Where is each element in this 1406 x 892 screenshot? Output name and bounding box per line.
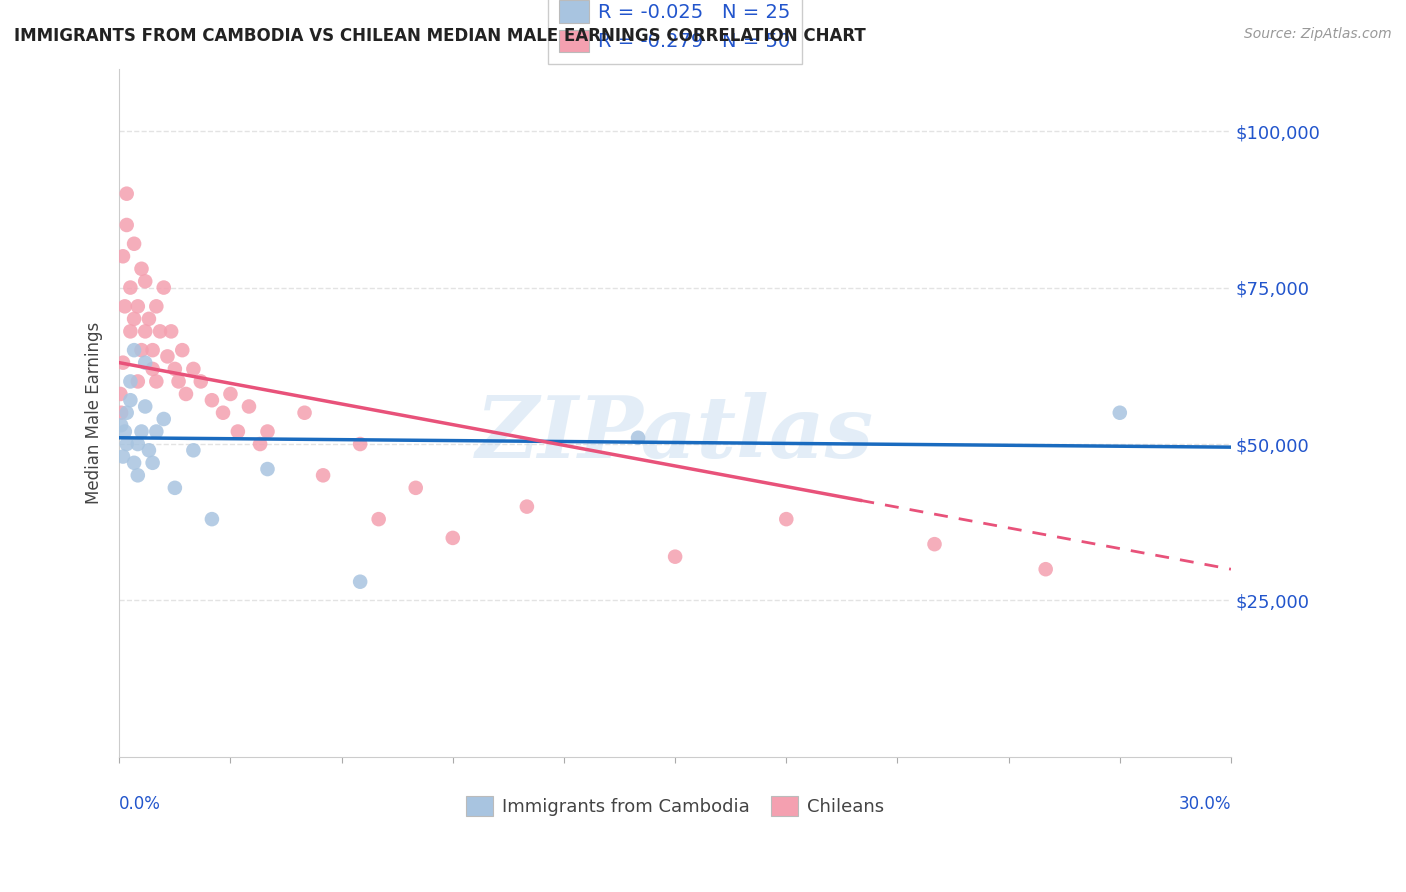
Point xyxy=(110,418,132,433)
Point xyxy=(138,443,160,458)
Text: ZIPatlas: ZIPatlas xyxy=(477,392,875,475)
Point xyxy=(256,425,278,439)
Point xyxy=(294,406,316,420)
Point xyxy=(110,387,132,401)
Point xyxy=(131,425,153,439)
Point xyxy=(212,406,235,420)
Y-axis label: Median Male Earnings: Median Male Earnings xyxy=(86,322,103,504)
Point xyxy=(201,512,224,526)
Point xyxy=(122,456,145,470)
Point xyxy=(219,387,242,401)
Point xyxy=(156,350,179,364)
Point xyxy=(145,375,167,389)
Point xyxy=(127,468,149,483)
Point xyxy=(142,456,165,470)
Point xyxy=(142,362,165,376)
Text: IMMIGRANTS FROM CAMBODIA VS CHILEAN MEDIAN MALE EARNINGS CORRELATION CHART: IMMIGRANTS FROM CAMBODIA VS CHILEAN MEDI… xyxy=(14,27,866,45)
Point xyxy=(167,375,190,389)
Point xyxy=(127,375,149,389)
Point xyxy=(127,299,149,313)
Point xyxy=(174,387,197,401)
Point xyxy=(183,362,205,376)
Point xyxy=(152,280,174,294)
Point xyxy=(163,362,186,376)
Point xyxy=(664,549,686,564)
Point xyxy=(134,400,156,414)
Point xyxy=(405,481,427,495)
Point xyxy=(238,400,260,414)
Point xyxy=(111,249,134,263)
Point xyxy=(122,343,145,358)
Point xyxy=(115,437,138,451)
Point xyxy=(111,356,134,370)
Point xyxy=(131,261,153,276)
Point xyxy=(152,412,174,426)
Point xyxy=(115,186,138,201)
Point xyxy=(163,481,186,495)
Point xyxy=(111,450,134,464)
Point xyxy=(312,468,335,483)
Point xyxy=(115,218,138,232)
Point xyxy=(120,375,142,389)
Point xyxy=(349,574,371,589)
Point xyxy=(441,531,464,545)
Point xyxy=(201,393,224,408)
Legend: Immigrants from Cambodia, Chileans: Immigrants from Cambodia, Chileans xyxy=(458,789,891,823)
Point xyxy=(149,324,172,338)
Point xyxy=(120,393,142,408)
Point xyxy=(120,280,142,294)
Point xyxy=(226,425,249,439)
Point xyxy=(172,343,194,358)
Point xyxy=(114,425,136,439)
Point xyxy=(183,443,205,458)
Point xyxy=(134,324,156,338)
Text: 30.0%: 30.0% xyxy=(1178,795,1232,813)
Point xyxy=(349,437,371,451)
Point xyxy=(190,375,212,389)
Point xyxy=(134,274,156,288)
Point xyxy=(924,537,946,551)
Point xyxy=(145,299,167,313)
Point xyxy=(627,431,650,445)
Point xyxy=(115,406,138,420)
Point xyxy=(1035,562,1057,576)
Point xyxy=(160,324,183,338)
Point xyxy=(142,343,165,358)
Point xyxy=(256,462,278,476)
Point xyxy=(1108,406,1130,420)
Point xyxy=(122,311,145,326)
Point xyxy=(110,406,132,420)
Point xyxy=(145,425,167,439)
Text: Source: ZipAtlas.com: Source: ZipAtlas.com xyxy=(1244,27,1392,41)
Point xyxy=(249,437,271,451)
Point xyxy=(114,299,136,313)
Point xyxy=(775,512,797,526)
Point xyxy=(120,324,142,338)
Point xyxy=(367,512,389,526)
Point xyxy=(138,311,160,326)
Point xyxy=(122,236,145,251)
Point xyxy=(127,437,149,451)
Point xyxy=(516,500,538,514)
Point xyxy=(134,356,156,370)
Text: 0.0%: 0.0% xyxy=(120,795,162,813)
Point xyxy=(131,343,153,358)
